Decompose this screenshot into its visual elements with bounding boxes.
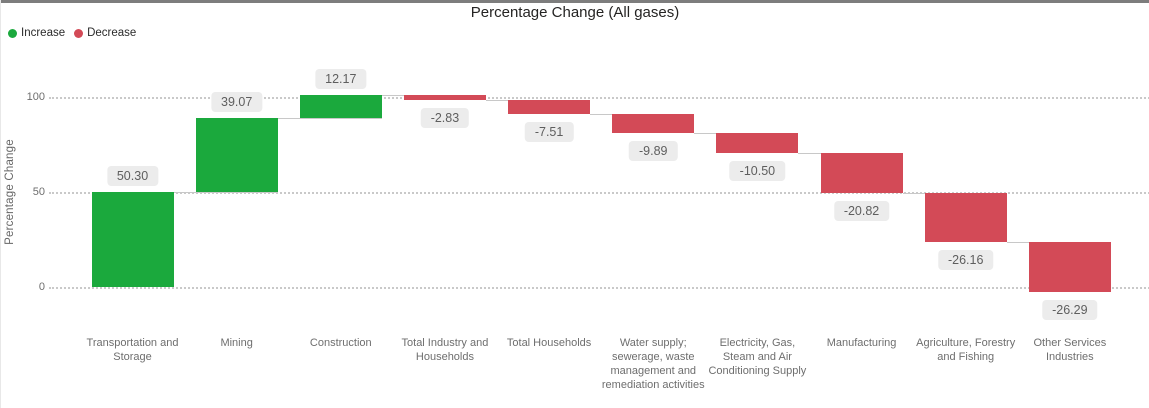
bar-value-label: 50.30 [106, 165, 159, 186]
legend-item-decrease[interactable]: Decrease [74, 27, 136, 39]
bar-value-label: 39.07 [211, 91, 263, 112]
waterfall-bar-decrease[interactable] [403, 94, 486, 100]
x-axis-label: Mining [220, 337, 253, 349]
bar-value-label: -10.50 [729, 160, 786, 181]
bar-value-label: 12.17 [315, 68, 367, 89]
y-tick-label: 0 [38, 280, 45, 293]
legend-item-label: Increase [21, 27, 66, 39]
x-axis-label: Other Services Industries [1033, 337, 1107, 363]
bar-value-label: -20.82 [833, 200, 890, 221]
x-axis-label: Total Households [506, 337, 592, 349]
waterfall-bar-increase[interactable] [195, 117, 278, 192]
y-tick-label: 100 [26, 90, 45, 103]
legend-item-increase[interactable]: Increase [8, 27, 65, 39]
connector-line [173, 191, 278, 193]
bar-value-label: -7.51 [524, 122, 574, 143]
gridline-50 [49, 191, 1149, 194]
x-axis-label: Agriculture, Forestry and Fishing [916, 337, 1016, 363]
waterfall-bar-decrease[interactable] [924, 192, 1007, 243]
bar-value-label: -9.89 [629, 141, 678, 161]
bar-value-label: -2.83 [420, 107, 470, 128]
waterfall-bar-decrease[interactable] [612, 114, 695, 133]
x-axis-label: Manufacturing [826, 337, 897, 349]
y-tick-label: 50 [32, 185, 45, 198]
waterfall-bar-decrease[interactable] [508, 99, 591, 115]
waterfall-bar-increase[interactable] [91, 191, 174, 288]
chart-title: Percentage Change (All gases) [470, 4, 680, 21]
x-axis-label: Total Industry and Households [401, 337, 489, 363]
waterfall-bar-increase[interactable] [299, 94, 382, 118]
waterfall-bar-decrease[interactable] [820, 152, 903, 193]
waterfall-bar-decrease[interactable] [716, 133, 799, 153]
x-axis-label: Transportation and Storage [86, 337, 179, 363]
bar-value-label: -26.29 [1042, 300, 1098, 321]
legend: Increase Decrease [8, 26, 145, 40]
chart-top-border [1, 0, 1149, 3]
legend-decrease-dot-icon [74, 28, 84, 38]
x-axis-label: Electricity, Gas, Steam and Air Conditio… [708, 337, 807, 377]
waterfall-bar-decrease[interactable] [1028, 242, 1111, 293]
gridline-100 [49, 96, 1149, 99]
legend-increase-dot-icon [8, 28, 17, 38]
x-axis-label: Water supply; sewerage, waste management… [601, 337, 705, 391]
x-axis-label: Construction [309, 337, 372, 349]
connector-line [277, 117, 382, 119]
gridline-0 [49, 286, 1149, 289]
bar-value-label: -26.16 [937, 250, 994, 271]
legend-item-label: Decrease [87, 27, 137, 39]
